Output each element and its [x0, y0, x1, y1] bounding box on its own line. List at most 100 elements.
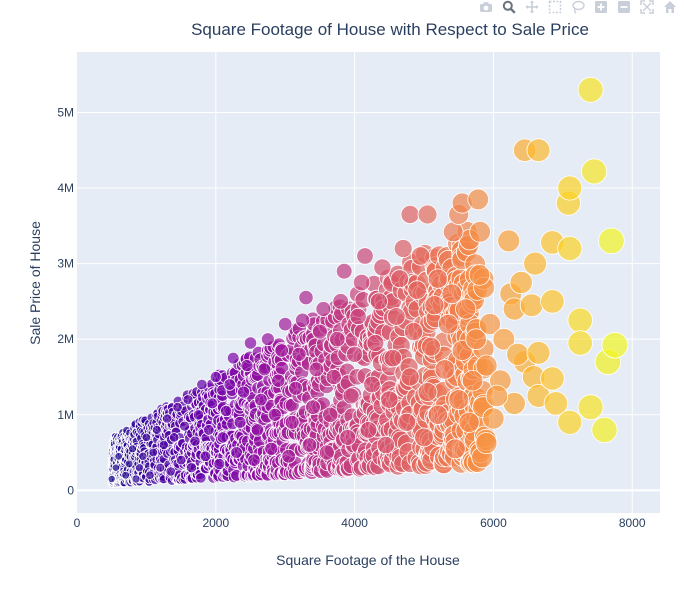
scatter-point: [203, 424, 215, 436]
lasso-select-icon[interactable]: [569, 0, 586, 14]
scatter-point: [442, 221, 464, 243]
scatter-point: [111, 463, 121, 472]
scatter-point: [155, 462, 166, 473]
scatter-point: [162, 413, 173, 424]
scatter-point: [131, 474, 141, 484]
scatter-point: [151, 424, 162, 435]
scatter-point: [526, 340, 551, 365]
scatter-point: [478, 313, 501, 336]
scatter-point: [468, 264, 491, 286]
scatter-point: [335, 262, 353, 280]
y-tick-label: 0: [67, 483, 74, 497]
scatter-point: [216, 431, 229, 444]
scatter-point: [373, 258, 392, 277]
scatter-point: [138, 451, 148, 461]
scatter-point: [192, 409, 205, 421]
scatter-point: [497, 229, 521, 253]
scatter-point: [492, 327, 516, 351]
scatter-point: [291, 346, 307, 362]
scatter-point: [274, 343, 289, 358]
camera-icon[interactable]: [477, 0, 494, 14]
scatter-point: [148, 447, 159, 458]
scatter-point: [284, 414, 300, 430]
scatter-point: [519, 293, 544, 318]
scatter-point: [482, 407, 505, 430]
scatter-point: [278, 316, 293, 332]
scatter-point: [543, 391, 569, 416]
scatter-point: [294, 312, 311, 328]
scatter-point: [342, 387, 360, 405]
scatter-point: [145, 470, 155, 480]
scatter-point: [230, 446, 243, 459]
home-icon[interactable]: [661, 0, 678, 14]
scatter-point: [182, 394, 194, 406]
scatter-point: [427, 404, 448, 425]
scatter-point: [240, 359, 254, 373]
scatter-point: [281, 448, 297, 464]
scatter-point: [577, 76, 604, 103]
scatter-point: [128, 444, 137, 454]
scatter-point: [175, 454, 187, 466]
scatter-point: [107, 474, 116, 483]
scatter-point: [475, 432, 498, 455]
scatter-point: [288, 380, 304, 396]
scatter-point: [267, 407, 282, 422]
scatter-point: [451, 339, 473, 361]
scatter-point: [591, 416, 618, 443]
scatter-point: [557, 409, 583, 435]
scatter-point: [441, 283, 463, 305]
scatter-point: [250, 423, 265, 437]
scatter-point: [168, 432, 180, 443]
scatter-point: [509, 270, 533, 295]
scatter-point: [397, 412, 417, 432]
scatter-point: [598, 227, 625, 255]
chart-title: Square Footage of House with Respect to …: [191, 20, 589, 39]
scatter-point: [134, 463, 144, 473]
autoscale-icon[interactable]: [638, 0, 655, 14]
scatter-point: [386, 307, 406, 326]
x-tick-label: 2000: [202, 516, 229, 530]
pan-icon[interactable]: [523, 0, 540, 14]
scatter-point: [469, 221, 491, 243]
scatter-point: [380, 390, 399, 409]
scatter-point: [557, 235, 583, 261]
scatter-point: [260, 332, 275, 347]
zoom-in-icon[interactable]: [592, 0, 609, 14]
scatter-point: [121, 470, 130, 480]
scatter-point: [308, 361, 325, 378]
y-axis-title: Sale Price of House: [27, 221, 43, 345]
scatter-point: [400, 367, 420, 387]
scatter-point: [383, 348, 403, 368]
scatter-point: [226, 351, 240, 365]
x-tick-label: 8000: [619, 516, 646, 530]
scatter-point: [346, 345, 364, 363]
box-select-icon[interactable]: [546, 0, 563, 14]
scatter-point: [329, 331, 346, 348]
y-tick-label: 3M: [57, 257, 74, 271]
scatter-point: [247, 453, 261, 467]
scatter-points: [107, 76, 629, 489]
scatter-point: [206, 397, 219, 410]
scatter-point: [318, 444, 335, 461]
scatter-point: [189, 435, 201, 447]
scatter-point: [581, 158, 608, 185]
scatter-point: [264, 441, 279, 456]
scatter-point: [349, 307, 367, 326]
scatter-point: [601, 331, 629, 359]
scatter-point: [577, 394, 604, 421]
scatter-point: [257, 362, 272, 377]
scatter-point: [540, 366, 565, 391]
scatter-point: [311, 323, 328, 340]
scatter-point: [237, 385, 251, 399]
scatter-point: [567, 307, 593, 334]
scatter-point: [427, 268, 448, 289]
scatter-point: [455, 298, 477, 320]
scatter-point: [213, 457, 226, 470]
scatter-point: [417, 204, 438, 225]
scatter-point: [199, 450, 212, 463]
scatter-point: [301, 437, 318, 453]
zoom-icon[interactable]: [500, 0, 517, 14]
scatter-point: [458, 411, 480, 433]
zoom-out-icon[interactable]: [615, 0, 632, 14]
x-tick-label: 4000: [341, 516, 368, 530]
